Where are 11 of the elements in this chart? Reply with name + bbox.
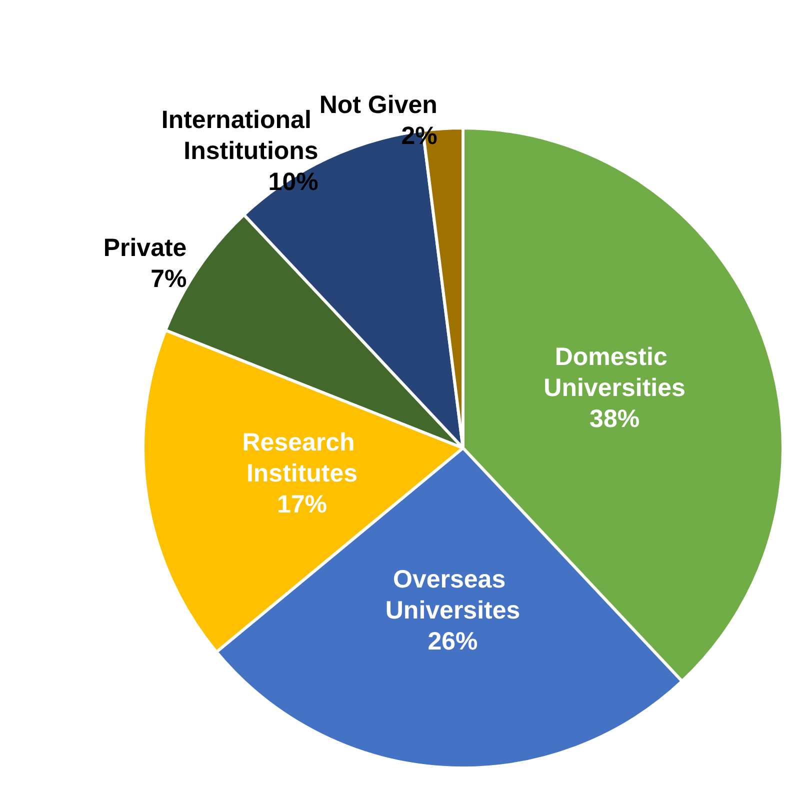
slice-label: International Institutions xyxy=(161,106,318,166)
slice-label: Not Given xyxy=(319,91,438,120)
data-label: 7% xyxy=(150,265,187,294)
slice-label: Research Institutes xyxy=(242,428,362,488)
slice-label: Private xyxy=(103,234,187,262)
slice-label: Domestic Universities xyxy=(544,342,686,402)
data-label: 38% xyxy=(590,404,640,433)
data-label: 2% xyxy=(401,122,438,150)
data-label: 17% xyxy=(276,490,328,518)
slice-label: Overseas Universites xyxy=(385,566,520,625)
data-label: 26% xyxy=(428,628,478,656)
